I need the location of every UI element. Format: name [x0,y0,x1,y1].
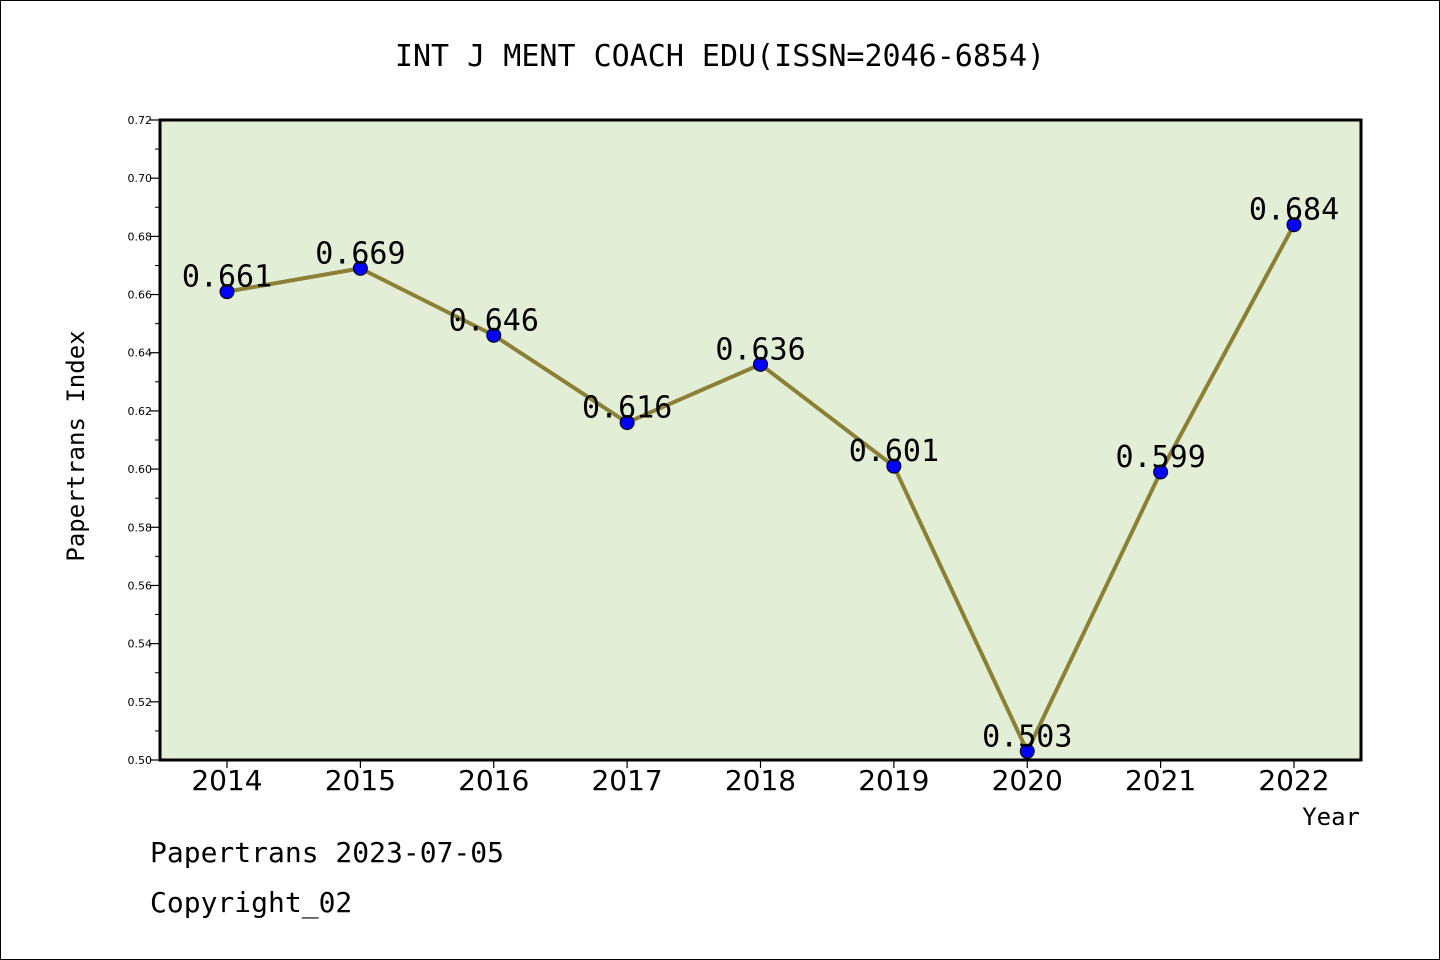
x-tick-label: 2016 [458,764,529,797]
y-tick-label: 0.66 [128,289,153,302]
x-tick-label: 2018 [725,764,796,797]
data-point [619,415,635,431]
data-label: 0.599 [1115,440,1205,475]
data-point [1153,464,1169,480]
y-tick-label: 0.60 [128,463,153,476]
y-tick-label: 0.64 [128,347,153,360]
data-label: 0.601 [849,434,939,469]
x-tick-label: 2020 [992,764,1063,797]
data-label: 0.636 [715,332,805,367]
data-label: 0.503 [982,719,1072,754]
plot-area [158,118,1363,762]
y-tick-label: 0.72 [128,114,153,127]
data-point [1019,743,1035,759]
y-tick-label: 0.62 [128,405,153,418]
chart-title: INT J MENT COACH EDU(ISSN=2046-6854) [395,39,1045,74]
data-point [219,284,235,300]
footer-date: Papertrans 2023-07-05 [150,836,505,869]
x-tick-label: 2015 [325,764,396,797]
data-point [1286,217,1302,233]
x-tick-label: 2022 [1258,764,1329,797]
y-tick-label: 0.50 [128,754,153,767]
data-point [886,458,902,474]
data-label: 0.661 [182,260,272,295]
data-point [753,356,768,372]
x-tick-label: 2019 [858,764,929,797]
data-label: 0.684 [1249,193,1339,228]
x-tick-label: 2014 [191,764,262,797]
y-tick-label: 0.70 [128,172,153,185]
footer-copyright: Copyright_02 [150,886,353,919]
x-tick-label: 2021 [1125,764,1196,797]
data-point [352,260,368,276]
y-tick-label: 0.52 [128,696,153,709]
y-tick-label: 0.58 [128,521,153,534]
x-tick-label: 2017 [591,764,662,797]
data-label: 0.616 [582,391,672,426]
data-labels-group: 0.661 0.669 0.646 0.616 0.636 0.601 0.503 0.599… [182,193,1339,755]
y-tick-label: 0.68 [128,230,153,243]
x-axis: 2014 2015 2016 2017 2018 2019 2020 2021 2022 [191,760,1330,797]
y-axis: 0.50 0.52 0.54 0.56 0.58 0.60 0.62 0.64 0.66 0.68… [128,114,160,767]
y-tick-label: 0.54 [128,638,153,651]
y-axis-label: Papertrans Index [62,330,90,561]
y-tick-label: 0.56 [128,579,153,592]
series-points-group [219,217,1302,759]
data-label: 0.669 [315,236,405,271]
data-point [486,327,502,343]
x-axis-label: Year [1302,803,1360,831]
data-label: 0.646 [449,303,539,338]
